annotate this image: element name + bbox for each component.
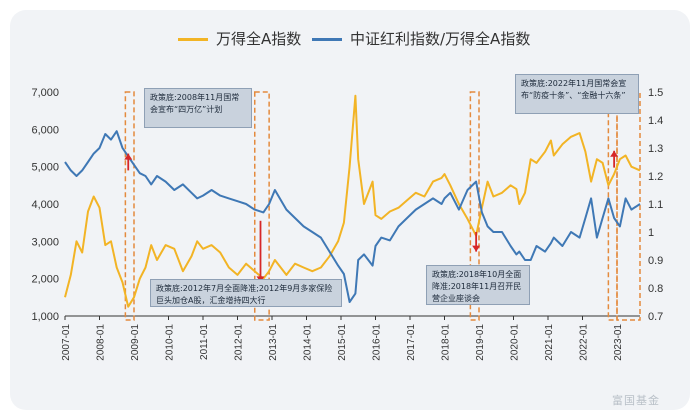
left-axis-tick-label: 7,000 (31, 87, 59, 99)
x-axis-tick-label: 2010-01 (165, 324, 176, 361)
annotation-2018-text: 政策底:2018年10月全面降准;2018年11月召开民营企业座谈会 (432, 270, 522, 303)
annotation-2008: 政策底:2008年11月国常会宣布“四万亿”计划 (144, 88, 252, 128)
x-axis-tick-label: 2018-01 (441, 324, 452, 361)
arrow-head (472, 245, 481, 252)
right-axis-tick-label: 1.2 (648, 171, 663, 183)
right-axis-tick-label: 0.9 (648, 255, 663, 267)
right-axis-tick-label: 1 (648, 227, 654, 239)
x-axis-tick-label: 2023-01 (613, 324, 624, 361)
highlight-period-box (124, 91, 135, 321)
series-line-ratio (64, 130, 641, 303)
legend-swatch-ratio (312, 38, 342, 41)
right-axis-tick-label: 1.5 (648, 87, 663, 99)
x-axis-tick-label: 2016-01 (372, 324, 383, 361)
x-axis-tick-label: 2011-01 (199, 324, 210, 360)
annotation-2022-text: 政策底:2022年11月国常会宣布“防疫十条”、“金融十六条” (521, 79, 627, 100)
x-axis-tick-label: 2013-01 (268, 324, 279, 361)
right-axis-tick-label: 1.4 (648, 115, 663, 127)
legend-label-ratio: 中证红利指数/万得全A指数 (350, 30, 531, 48)
annotation-2018: 政策底:2018年10月全面降准;2018年11月召开民营企业座谈会 (426, 265, 530, 305)
annotation-2008-text: 政策底:2008年11月国常会宣布“四万亿”计划 (150, 93, 240, 114)
x-axis-tick-label: 2017-01 (406, 324, 417, 361)
right-axis-tick-label: 1.3 (648, 143, 663, 155)
right-axis-tick-label: 0.8 (648, 283, 663, 295)
series-line-wind-a (64, 94, 641, 308)
left-axis-tick-label: 5,000 (31, 162, 59, 174)
left-axis-tick-label: 1,000 (31, 311, 59, 323)
x-axis-tick-label: 2015-01 (337, 324, 348, 361)
highlight-period-box (469, 91, 480, 321)
left-axis-tick-label: 4,000 (31, 199, 59, 211)
x-axis-tick-label: 2012-01 (234, 324, 245, 361)
highlight-period-box (254, 91, 270, 321)
x-axis-tick-label: 2009-01 (130, 324, 141, 361)
watermark-logo: 富国基金 (612, 394, 660, 407)
right-axis-tick-label: 1.1 (648, 199, 663, 211)
left-axis-tick-label: 3,000 (31, 236, 59, 248)
annotation-2012: 政策底:2012年7月全面降准;2012年9月多家保险巨头加仓A股，汇金增持四大… (150, 279, 342, 307)
legend-item-wind-a: 万得全A指数 (178, 28, 301, 49)
x-axis-tick-label: 2020-01 (510, 324, 521, 361)
legend-swatch-wind-a (178, 38, 208, 41)
left-axis-tick-label: 6,000 (31, 124, 59, 136)
x-axis-tick-label: 2019-01 (475, 324, 486, 361)
annotation-2012-text: 政策底:2012年7月全面降准;2012年9月多家保险巨头加仓A股，汇金增持四大… (156, 284, 333, 305)
annotation-2022: 政策底:2022年11月国常会宣布“防疫十条”、“金融十六条” (515, 74, 639, 114)
chart-legend: 万得全A指数 中证红利指数/万得全A指数 (0, 28, 700, 52)
x-axis-tick-label: 2021-01 (544, 324, 555, 361)
legend-label-wind-a: 万得全A指数 (216, 30, 302, 48)
arrow-head (610, 150, 619, 157)
x-axis-tick-label: 2022-01 (579, 324, 590, 361)
x-axis-tick-label: 2008-01 (96, 324, 107, 361)
legend-item-ratio: 中证红利指数/万得全A指数 (312, 28, 530, 49)
arrow-head (124, 153, 133, 160)
right-axis-tick-label: 0.7 (648, 311, 663, 323)
left-axis-tick-label: 2,000 (31, 274, 59, 286)
x-axis-tick-label: 2007-01 (61, 324, 72, 361)
x-axis-tick-label: 2014-01 (303, 324, 314, 361)
